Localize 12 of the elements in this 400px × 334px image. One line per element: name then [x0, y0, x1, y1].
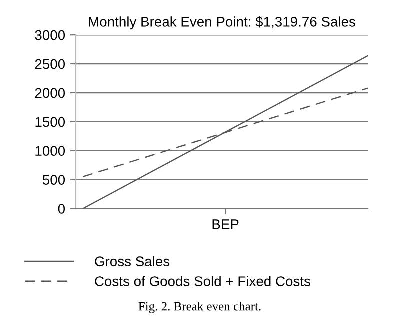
- y-tick-label: 2500: [35, 59, 66, 70]
- y-tick-label: 500: [42, 175, 66, 185]
- x-tick-label: BEP: [212, 220, 239, 230]
- legend-label: Costs of Goods Sold + Fixed Costs: [95, 276, 310, 286]
- y-tick-label: 3000: [35, 30, 66, 40]
- y-tick-label: 1000: [36, 146, 66, 156]
- y-tick-label: 0: [58, 204, 66, 214]
- legend-label: Gross Sales: [95, 256, 170, 267]
- y-tick-label: 1500: [36, 117, 66, 128]
- caption: Fig. 2. Break even chart.: [138, 302, 261, 314]
- chart-title: Monthly Break Even Point: $1,319.76 Sales: [89, 16, 356, 30]
- y-tick-label: 2000: [35, 88, 66, 98]
